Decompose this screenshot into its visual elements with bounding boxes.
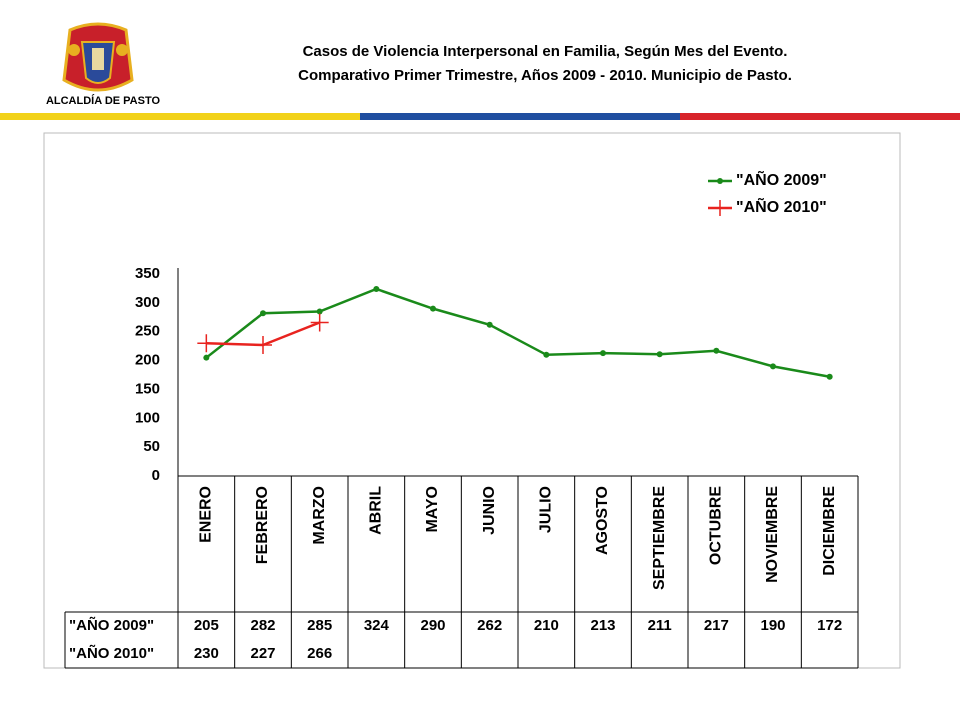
x-tick-label: MAYO <box>424 486 441 533</box>
x-tick-label: JULIO <box>538 486 555 533</box>
marker <box>316 308 323 315</box>
table-value: 324 <box>364 617 390 634</box>
table-value: 290 <box>420 617 445 634</box>
y-tick-label: 50 <box>143 438 160 455</box>
x-tick-label: OCTUBRE <box>708 486 725 565</box>
stripe <box>680 113 960 120</box>
chart-title: Casos de Violencia Interpersonal en Fami… <box>303 43 788 60</box>
y-tick-label: 350 <box>135 265 160 282</box>
logo <box>62 22 134 92</box>
x-tick-label: FEBRERO <box>254 486 271 564</box>
marker <box>203 354 210 361</box>
table-row-label: "AÑO 2009" <box>69 616 154 634</box>
x-tick-label: ENERO <box>198 486 215 543</box>
y-tick-label: 150 <box>135 380 160 397</box>
marker <box>254 335 272 354</box>
legend-label: "AÑO 2009" <box>736 169 827 189</box>
x-tick-label: DICIEMBRE <box>821 486 838 576</box>
table-value: 285 <box>307 617 332 634</box>
legend-marker <box>717 178 723 184</box>
x-tick-label: MARZO <box>311 486 328 545</box>
marker <box>600 350 606 357</box>
y-tick-label: 0 <box>152 467 160 484</box>
chart-title: Comparativo Primer Trimestre, Años 2009 … <box>298 67 792 84</box>
table-value: 217 <box>704 617 729 634</box>
marker <box>770 363 776 370</box>
marker <box>310 313 329 332</box>
x-tick-label: SEPTIEMBRE <box>651 486 668 590</box>
marker <box>713 347 720 354</box>
y-tick-label: 200 <box>135 352 160 369</box>
marker <box>260 310 266 317</box>
marker <box>197 334 216 353</box>
table-value: 266 <box>307 645 332 662</box>
table-value: 211 <box>648 617 672 634</box>
table-value: 282 <box>250 617 275 634</box>
table-value: 172 <box>817 617 842 634</box>
marker <box>543 351 550 358</box>
table-value: 210 <box>534 617 559 634</box>
marker <box>826 373 833 380</box>
table-value: 262 <box>477 617 502 634</box>
table-value: 190 <box>760 617 785 634</box>
stripe <box>0 113 360 120</box>
series-line <box>205 287 830 378</box>
marker <box>430 305 436 312</box>
marker <box>486 321 493 328</box>
table-row-label: "AÑO 2010" <box>69 644 154 662</box>
x-tick-label: JUNIO <box>481 486 498 535</box>
x-tick-label: AGOSTO <box>594 486 611 555</box>
marker <box>373 286 380 293</box>
table-value: 227 <box>250 645 275 662</box>
table-value: 205 <box>194 617 219 634</box>
marker <box>656 351 663 358</box>
stripe <box>360 113 680 120</box>
legend-label: "AÑO 2010" <box>736 196 827 216</box>
legend-marker <box>712 200 728 216</box>
table-value: 230 <box>194 645 219 662</box>
x-tick-label: NOVIEMBRE <box>764 486 781 583</box>
y-tick-label: 300 <box>135 294 160 311</box>
table-value: 213 <box>590 617 615 634</box>
x-tick-label: ABRIL <box>368 486 385 535</box>
logo-text: ALCALDÍA DE PASTO <box>46 94 161 107</box>
y-tick-label: 250 <box>135 323 160 340</box>
y-tick-label: 100 <box>135 409 160 426</box>
